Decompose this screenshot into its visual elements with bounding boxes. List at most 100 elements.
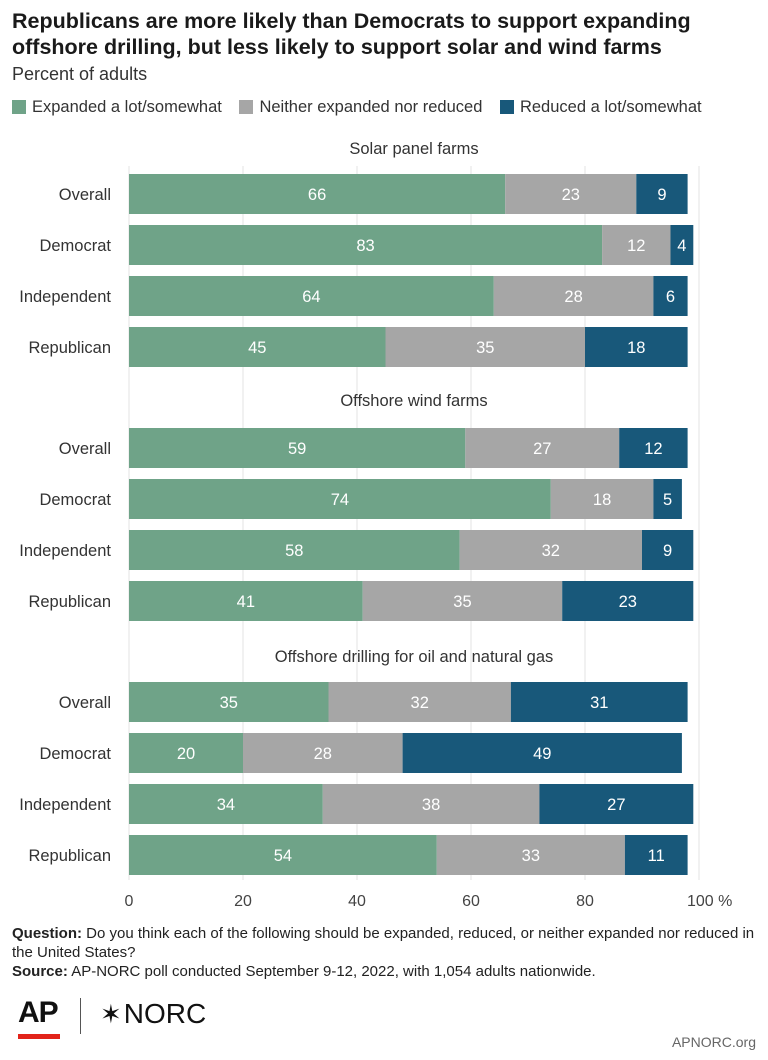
data-label: 66 [308,186,326,204]
data-label: 32 [411,694,429,712]
bar-segment-expanded [129,835,437,875]
x-tick-label: 100 % [687,893,732,910]
stacked-bar-chart: Solar panel farms Overall 66 23 9 Democrat 83 1… [19,140,732,910]
source-note: Source: AP-NORC poll conducted September… [12,962,758,981]
data-label: 9 [663,542,672,560]
bar-segment-reduced [402,733,682,773]
data-label: 35 [476,339,494,357]
bar-segment-expanded [129,225,603,265]
source-label: Source: [12,963,68,980]
row-label: Democrat [39,745,111,763]
data-label: 83 [356,237,374,255]
legend-item-expanded: Expanded a lot/somewhat [12,98,222,117]
group-title: Offshore drilling for oil and natural ga… [275,648,554,666]
x-tick-label: 0 [125,893,134,910]
bar-segment-reduced [653,479,682,519]
bar-segment-expanded [129,174,506,214]
bar-segment-reduced [636,174,688,214]
question-label: Question: [12,925,82,942]
row-label: Overall [59,440,111,458]
bar-segment-neither [362,581,563,621]
legend-label-expanded: Expanded a lot/somewhat [32,98,222,116]
data-label: 6 [666,288,675,306]
bar-segment-reduced [562,581,694,621]
question-text: Do you think each of the following shoul… [12,925,755,961]
row-label: Republican [28,847,111,865]
bar-segment-neither [328,682,511,722]
question-note: Question: Do you think each of the follo… [12,924,758,962]
norc-logo: ✶NORC [100,998,206,1030]
bar-segment-neither [505,174,637,214]
data-label: 31 [590,694,608,712]
bar-segment-reduced [510,682,688,722]
row-label: Independent [19,796,111,814]
bar-segment-reduced [539,784,694,824]
row-label: Democrat [39,491,111,509]
legend-item-neither: Neither expanded nor reduced [239,98,482,117]
bar-segment-neither [465,428,620,468]
bar-segment-reduced [585,327,688,367]
bar-segment-neither [459,530,642,570]
data-label: 32 [542,542,560,560]
norc-star-icon: ✶ [100,999,122,1029]
data-label: 28 [564,288,582,306]
row-label: Independent [19,542,111,560]
data-label: 28 [314,745,332,763]
legend-swatch-neither [239,100,254,114]
x-tick-label: 20 [234,893,252,910]
row-label: Republican [28,339,111,357]
data-label: 58 [285,542,303,560]
bar-segment-expanded [129,530,460,570]
data-label: 9 [657,186,666,204]
row-label: Overall [59,186,111,204]
bar-segment-reduced [642,530,694,570]
data-label: 27 [533,440,551,458]
chart-title: Republicans are more likely than Democra… [12,9,691,59]
bar-segment-expanded [129,784,323,824]
row-label: Overall [59,694,111,712]
site-url: APNORC.org [671,1034,756,1050]
data-label: 4 [677,237,686,255]
x-tick-label: 60 [462,893,480,910]
bar-segment-expanded [129,428,466,468]
bar-segment-neither [602,225,671,265]
data-label: 74 [331,491,349,509]
bar-segment-neither [436,835,625,875]
bar-segment-reduced [653,276,688,316]
bar-segment-neither [385,327,585,367]
bar-segment-expanded [129,479,551,519]
bar-segment-expanded [129,682,329,722]
data-label: 64 [302,288,320,306]
bar-segment-reduced [670,225,694,265]
legend-label-neither: Neither expanded nor reduced [259,98,483,116]
ap-logo-underline [18,1034,60,1039]
bar-segment-expanded [129,327,386,367]
data-label: 18 [593,491,611,509]
data-label: 59 [288,440,306,458]
data-label: 5 [663,491,672,509]
bar-segment-reduced [624,835,688,875]
row-label: Republican [28,593,111,611]
norc-logo-text: NORC [123,998,207,1029]
bar-segment-expanded [129,733,243,773]
bar-segment-neither [322,784,540,824]
legend-swatch-expanded [12,100,26,114]
group-title: Solar panel farms [349,140,478,158]
data-label: 27 [607,796,625,814]
x-tick-label: 80 [576,893,594,910]
chart-subtitle: Percent of adults [12,64,148,84]
legend-label-reduced: Reduced a lot/somewhat [519,98,702,116]
bar-segment-neither [243,733,403,773]
data-label: 35 [220,694,238,712]
data-label: 23 [562,186,580,204]
legend: Expanded a lot/somewhat Neither expanded… [12,98,768,117]
bar-segment-neither [550,479,654,519]
data-label: 45 [248,339,266,357]
legend-swatch-reduced [499,100,514,114]
data-label: 41 [237,593,255,611]
data-label: 23 [619,593,637,611]
bar-segment-neither [493,276,654,316]
bar-segment-expanded [129,276,494,316]
data-label: 54 [274,847,292,865]
